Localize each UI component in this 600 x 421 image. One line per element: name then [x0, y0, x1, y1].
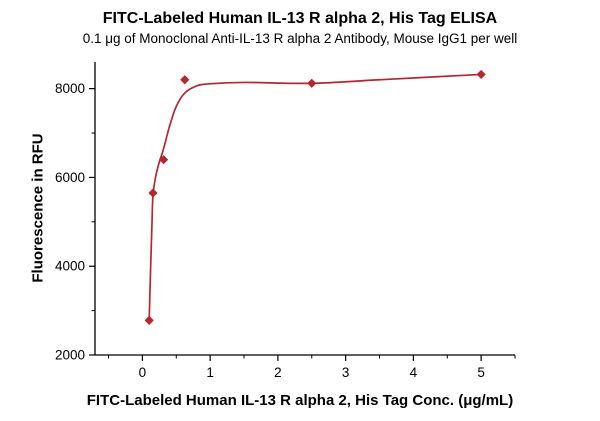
- x-tick-label: 3: [342, 365, 350, 380]
- chart-title: FITC-Labeled Human IL-13 R alpha 2, His …: [102, 10, 498, 27]
- x-tick-label: 5: [477, 365, 485, 380]
- chart-subtitle: 0.1 μg of Monoclonal Anti-IL-13 R alpha …: [82, 31, 518, 46]
- x-tick-label: 2: [274, 365, 282, 380]
- data-point-marker: [476, 69, 486, 80]
- data-point-marker: [144, 315, 154, 325]
- data-point-marker: [148, 188, 158, 198]
- y-tick-label: 6000: [55, 170, 85, 185]
- y-tick-label: 2000: [55, 348, 85, 363]
- x-axis-label: FITC-Labeled Human IL-13 R alpha 2, His …: [86, 392, 514, 409]
- y-tick-label: 8000: [55, 81, 85, 96]
- data-point-marker: [307, 78, 317, 88]
- data-point-marker: [180, 75, 190, 85]
- x-tick-label: 4: [410, 365, 418, 380]
- x-tick-label: 0: [139, 365, 147, 380]
- data-point-marker: [159, 155, 169, 165]
- y-tick-label: 4000: [55, 259, 85, 274]
- x-tick-label: 1: [206, 365, 214, 380]
- fit-curve-line: [148, 73, 482, 322]
